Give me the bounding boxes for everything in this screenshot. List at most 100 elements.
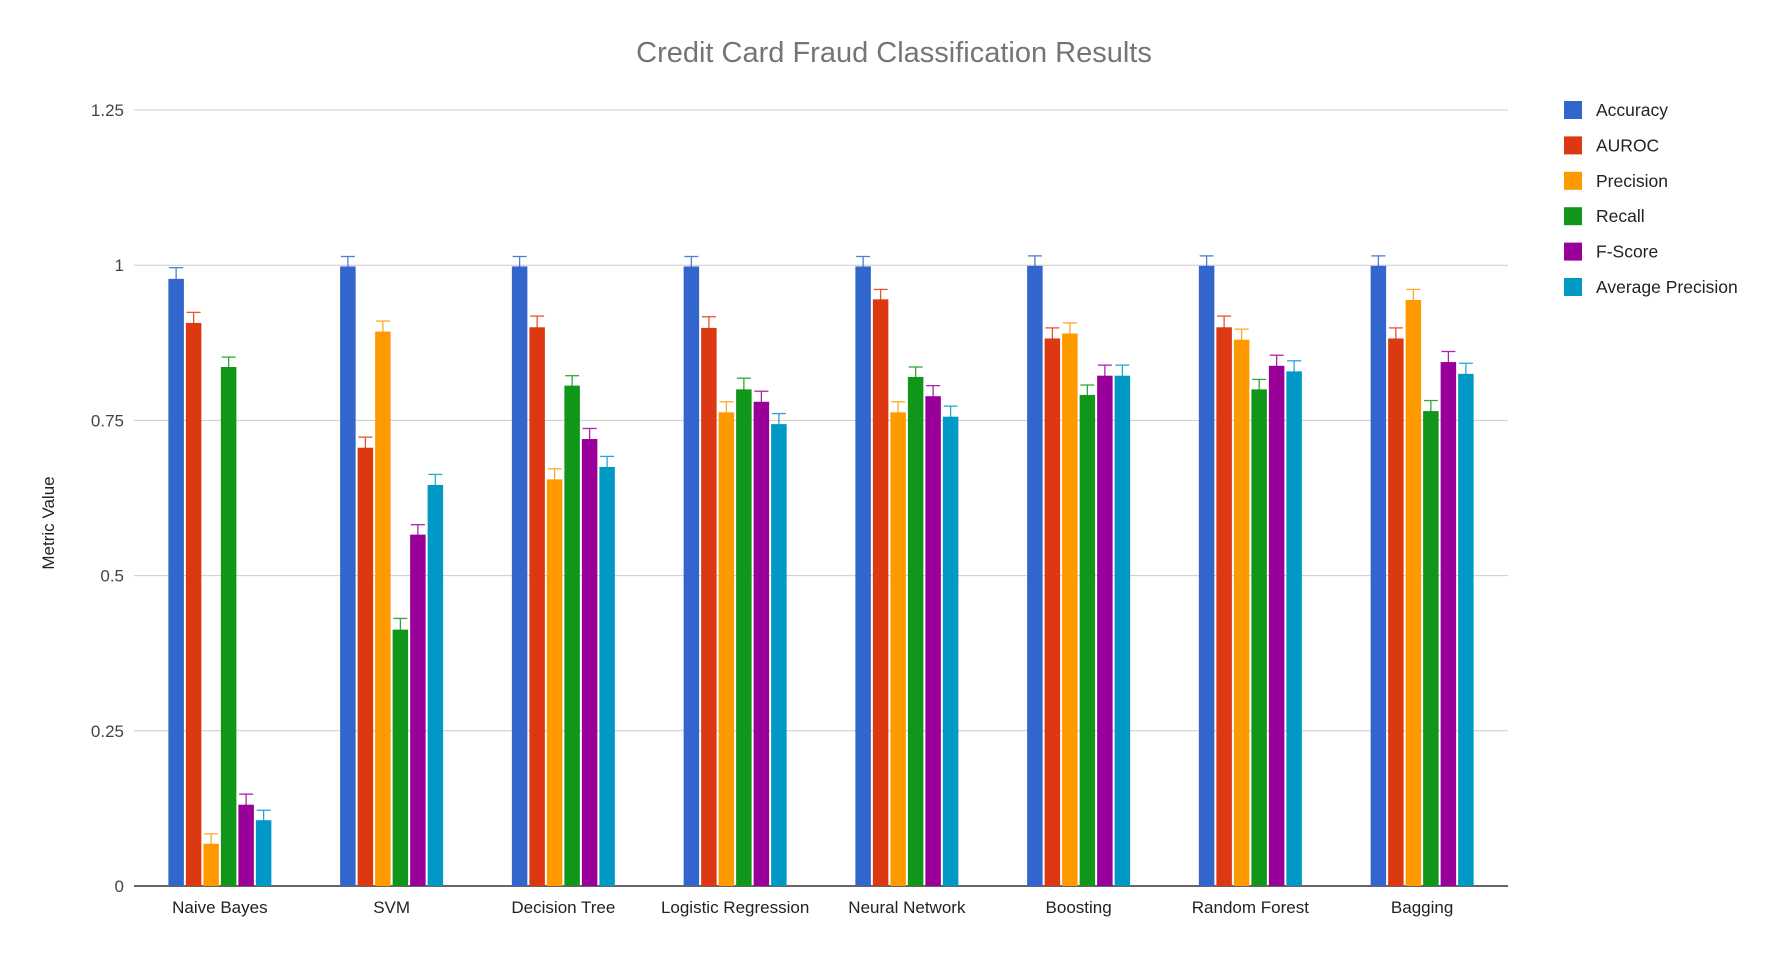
legend-label: Precision [1596, 171, 1668, 191]
x-tick-label: SVM [373, 898, 410, 917]
bar [771, 424, 787, 886]
legend-item[interactable]: Recall [1564, 206, 1645, 226]
error-bar [169, 267, 184, 291]
bar [255, 820, 272, 886]
error-bar [186, 311, 201, 335]
bar [168, 278, 184, 886]
bar [1440, 362, 1457, 886]
error-bar [719, 401, 734, 424]
error-bar [512, 255, 527, 278]
error-bar [393, 617, 408, 642]
y-tick-label: 1 [115, 256, 124, 275]
legend-item[interactable]: AUROC [1564, 135, 1659, 155]
bar [718, 412, 735, 886]
bar [238, 804, 254, 886]
bar [1216, 327, 1232, 886]
bar [925, 396, 941, 886]
legend-swatch [1564, 136, 1582, 155]
error-bar [1441, 350, 1456, 374]
bar [375, 331, 391, 886]
error-bar [1423, 399, 1438, 423]
bar [529, 327, 545, 886]
error-bar [908, 366, 923, 388]
bar [1458, 373, 1474, 887]
chart-title: Credit Card Fraud Classification Results [636, 37, 1152, 69]
legend-label: F-Score [1596, 242, 1658, 262]
x-tick-label: Bagging [1391, 898, 1453, 917]
bar [427, 484, 444, 886]
bar [1114, 375, 1131, 886]
bar [942, 416, 959, 886]
error-bar [1062, 322, 1077, 345]
bar [1027, 265, 1043, 886]
x-tick-label: Logistic Regression [661, 898, 809, 917]
error-bar [736, 377, 751, 402]
error-bar [1388, 327, 1403, 350]
bar [890, 412, 906, 886]
error-bar [358, 436, 373, 459]
legend-swatch [1564, 171, 1582, 190]
error-bar [410, 524, 425, 546]
legend-label: Accuracy [1596, 100, 1668, 120]
error-bar [375, 320, 390, 343]
error-bar [428, 473, 443, 497]
error-bar [926, 384, 941, 408]
error-bar [600, 455, 615, 479]
error-bar [1252, 378, 1267, 400]
error-bar [1269, 354, 1284, 377]
legend-item[interactable]: F-Score [1564, 242, 1658, 262]
error-bar [547, 468, 562, 491]
error-bar [256, 809, 271, 831]
error-bar [530, 315, 545, 340]
error-bar [204, 833, 219, 855]
legend-label: AUROC [1596, 135, 1659, 155]
error-bar [1199, 255, 1214, 277]
error-bar [754, 390, 769, 413]
x-tick-label: Neural Network [848, 898, 966, 917]
bar [392, 629, 409, 886]
legend-item[interactable]: Average Precision [1564, 277, 1738, 297]
legend-label: Recall [1596, 206, 1645, 226]
legend[interactable]: Accuracy AUROC Precision Recall F-Score Avera… [1564, 100, 1738, 297]
bar [410, 534, 426, 886]
bar [1198, 265, 1215, 886]
error-bar [565, 375, 580, 397]
error-bar [239, 793, 254, 816]
legend-swatch [1564, 278, 1582, 296]
bar [872, 299, 889, 886]
bar [1251, 389, 1267, 886]
error-bar [943, 405, 958, 428]
x-tick-label: Decision Tree [511, 898, 615, 917]
bar [1044, 338, 1061, 886]
legend-item[interactable]: Precision [1564, 171, 1668, 191]
error-bar [1234, 328, 1249, 351]
error-bar [891, 401, 906, 424]
bar [546, 479, 563, 886]
error-bar [1458, 362, 1473, 386]
bar [701, 327, 717, 887]
error-bar [1097, 364, 1112, 387]
error-bar [1080, 384, 1095, 406]
x-tick-label: Random Forest [1192, 898, 1309, 917]
error-bar [1045, 327, 1060, 350]
error-bar [1027, 255, 1042, 277]
bar [185, 322, 202, 886]
y-tick-label: 0.75 [91, 411, 124, 430]
bar [907, 376, 924, 886]
bar [220, 367, 237, 886]
error-bar [1371, 255, 1386, 277]
error-bar [340, 255, 355, 278]
legend-swatch [1564, 242, 1582, 261]
error-bar [1217, 315, 1232, 340]
bar [1079, 394, 1096, 886]
bar [564, 385, 580, 886]
bar [1268, 365, 1285, 886]
error-bars [169, 255, 1473, 855]
bar [581, 439, 598, 886]
error-bar [582, 427, 597, 451]
bar [753, 401, 770, 886]
legend-item[interactable]: Accuracy [1564, 100, 1668, 120]
y-axis-label: Metric Value [39, 476, 58, 569]
